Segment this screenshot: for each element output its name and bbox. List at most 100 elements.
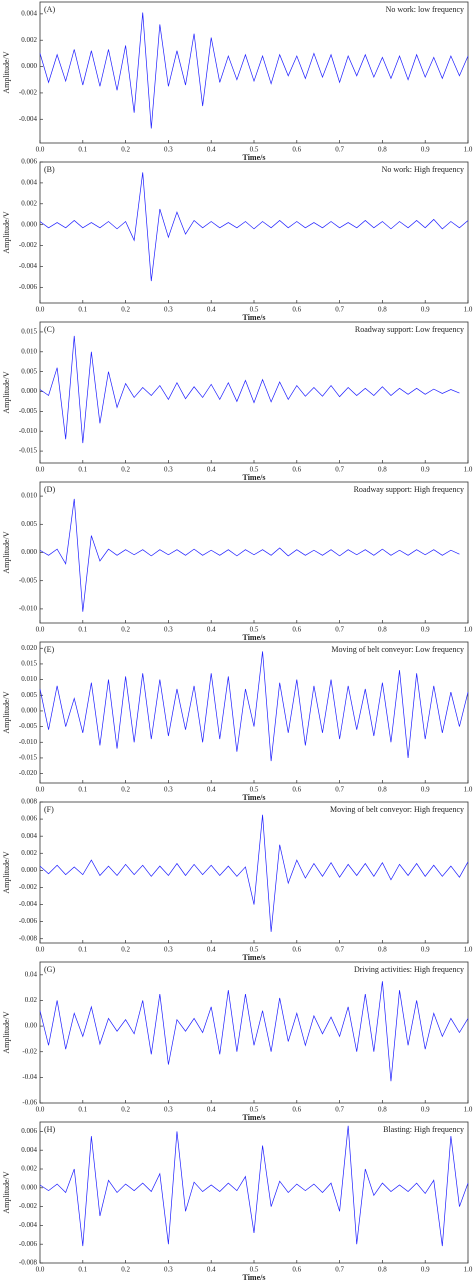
panel-title: No work: low frequency bbox=[386, 5, 464, 14]
x-axis-label: Time/s bbox=[243, 473, 266, 482]
x-tick-label: 0.2 bbox=[121, 786, 130, 794]
y-tick-label: 0.004 bbox=[21, 9, 37, 17]
x-tick-label: 0.6 bbox=[292, 146, 301, 154]
y-tick-label: 0.006 bbox=[21, 1127, 37, 1135]
x-tick-label: 0.7 bbox=[335, 1266, 344, 1274]
x-tick-label: 0.8 bbox=[378, 306, 387, 314]
y-tick-label: 0.00 bbox=[25, 1022, 38, 1030]
x-tick-label: 0.7 bbox=[335, 1106, 344, 1114]
waveform bbox=[39, 981, 469, 1082]
x-axis-label: Time/s bbox=[243, 1273, 266, 1282]
panel-label: (A) bbox=[44, 5, 55, 14]
y-tick-label: 0.000 bbox=[21, 220, 37, 228]
x-tick-label: 0.6 bbox=[292, 466, 301, 474]
y-tick-label: -0.02 bbox=[22, 1047, 37, 1055]
x-tick-label: 0.3 bbox=[164, 306, 173, 314]
x-tick-label: 0.0 bbox=[36, 626, 45, 634]
y-tick-label: -0.002 bbox=[19, 89, 38, 97]
x-tick-label: 0.4 bbox=[207, 466, 216, 474]
x-tick-label: 0.7 bbox=[335, 786, 344, 794]
waveform bbox=[39, 12, 469, 129]
panel-label: (G) bbox=[44, 965, 55, 974]
panel-title: Blasting: High frequency bbox=[383, 1125, 464, 1134]
x-tick-label: 0.0 bbox=[36, 306, 45, 314]
x-tick-label: 0.8 bbox=[378, 1106, 387, 1114]
y-tick-label: 0.005 bbox=[21, 691, 37, 699]
y-tick-label: 0.020 bbox=[21, 644, 37, 652]
plot-frame bbox=[39, 1121, 469, 1264]
x-tick-label: 0.2 bbox=[121, 946, 130, 954]
y-tick-label: 0.000 bbox=[21, 548, 37, 556]
x-tick-label: 0.9 bbox=[421, 146, 430, 154]
x-tick-label: 0.4 bbox=[207, 946, 216, 954]
x-tick-label: 0.7 bbox=[335, 946, 344, 954]
x-tick-label: 1.0 bbox=[464, 626, 473, 634]
x-tick-label: 0.4 bbox=[207, 306, 216, 314]
x-tick-label: 1.0 bbox=[464, 1106, 473, 1114]
plot-frame bbox=[39, 161, 469, 304]
panel: -0.008 -0.006 -0.004 -0.002 0.000 0.002 0.004 0… bbox=[2, 1121, 473, 1282]
x-tick-label: 1.0 bbox=[464, 1266, 473, 1274]
y-axis-label: Amplitude/V bbox=[2, 691, 11, 733]
y-tick-label: -0.010 bbox=[19, 605, 38, 613]
y-tick-label: -0.008 bbox=[19, 1259, 38, 1267]
plot-frame bbox=[39, 1, 469, 144]
x-tick-label: 0.0 bbox=[36, 1106, 45, 1114]
x-axis-label: Time/s bbox=[243, 793, 266, 802]
x-axis-label: Time/s bbox=[243, 953, 266, 962]
x-tick-label: 0.5 bbox=[250, 306, 259, 314]
x-tick-label: 0.6 bbox=[292, 946, 301, 954]
y-tick-label: -0.002 bbox=[19, 241, 38, 249]
y-tick-label: -0.004 bbox=[19, 1221, 38, 1229]
x-tick-label: 0.5 bbox=[250, 786, 259, 794]
x-tick-label: 0.9 bbox=[421, 1266, 430, 1274]
waveform bbox=[39, 814, 469, 932]
y-tick-label: -0.004 bbox=[19, 262, 38, 270]
x-tick-label: 0.0 bbox=[36, 946, 45, 954]
y-tick-label: 0.008 bbox=[21, 798, 37, 806]
y-tick-label: 0.004 bbox=[21, 178, 37, 186]
y-tick-label: 0.015 bbox=[21, 660, 37, 668]
y-tick-label: 0.002 bbox=[21, 849, 37, 857]
y-tick-label: 0.004 bbox=[21, 832, 37, 840]
x-tick-label: 0.3 bbox=[164, 626, 173, 634]
x-tick-label: 0.8 bbox=[378, 466, 387, 474]
y-axis-label: Amplitude/V bbox=[2, 531, 11, 573]
x-tick-label: 0.1 bbox=[78, 946, 87, 954]
y-tick-label: 0.010 bbox=[21, 492, 37, 500]
panel-label: (D) bbox=[44, 485, 55, 494]
x-tick-label: 0.7 bbox=[335, 306, 344, 314]
x-tick-label: 0.4 bbox=[207, 146, 216, 154]
panel-title: Moving of belt conveyor: High frequency bbox=[330, 805, 464, 814]
x-tick-label: 0.2 bbox=[121, 1266, 130, 1274]
panel-title: Roadway support: High frequency bbox=[354, 485, 464, 494]
x-tick-label: 0.0 bbox=[36, 146, 45, 154]
x-tick-label: 0.8 bbox=[378, 146, 387, 154]
x-axis-label: Time/s bbox=[243, 313, 266, 322]
y-tick-label: 0.000 bbox=[21, 1183, 37, 1191]
x-tick-label: 1.0 bbox=[464, 466, 473, 474]
x-tick-label: 0.4 bbox=[207, 626, 216, 634]
panel-label: (F) bbox=[44, 805, 54, 814]
y-tick-label: -0.015 bbox=[19, 754, 38, 762]
plot-frame bbox=[39, 961, 469, 1104]
y-tick-label: 0.005 bbox=[21, 520, 37, 528]
x-tick-label: 0.1 bbox=[78, 146, 87, 154]
y-tick-label: -0.006 bbox=[19, 917, 38, 925]
x-tick-label: 0.8 bbox=[378, 1266, 387, 1274]
y-tick-label: 0.006 bbox=[21, 158, 37, 166]
x-tick-label: 0.9 bbox=[421, 1106, 430, 1114]
x-tick-label: 0.2 bbox=[121, 306, 130, 314]
x-tick-label: 0.6 bbox=[292, 1266, 301, 1274]
x-tick-label: 1.0 bbox=[464, 946, 473, 954]
y-tick-label: -0.004 bbox=[19, 115, 38, 123]
plot-frame bbox=[39, 801, 469, 944]
panel-title: Moving of belt conveyor: Low frequency bbox=[331, 645, 464, 654]
x-tick-label: 0.3 bbox=[164, 1106, 173, 1114]
x-tick-label: 0.1 bbox=[78, 1106, 87, 1114]
x-tick-label: 0.6 bbox=[292, 626, 301, 634]
x-tick-label: 0.5 bbox=[250, 1106, 259, 1114]
x-tick-label: 0.0 bbox=[36, 786, 45, 794]
panel-title: No work: High frequency bbox=[382, 165, 464, 174]
